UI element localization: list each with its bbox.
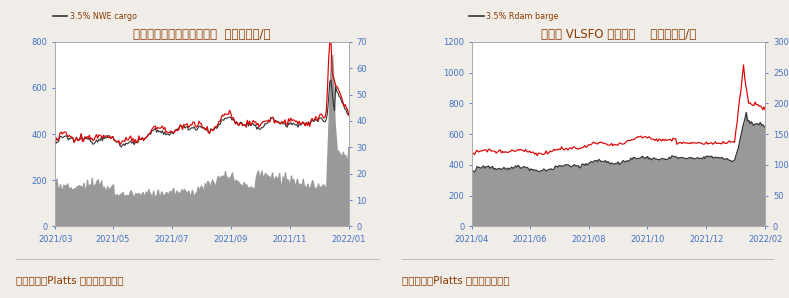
Title: 西北欧高硫燃料油现货价差  单位：美元/吨: 西北欧高硫燃料油现货价差 单位：美元/吨: [133, 27, 271, 41]
Legend: 3.5% NWE cargo: 3.5% NWE cargo: [50, 8, 140, 24]
Legend: 3.5% Rdam barge: 3.5% Rdam barge: [466, 8, 562, 24]
Text: 数据来源：Platts 华泰期货研究院: 数据来源：Platts 华泰期货研究院: [402, 275, 510, 285]
Title: 西北欧 VLSFO 现货价格    单位：美元/吨: 西北欧 VLSFO 现货价格 单位：美元/吨: [541, 27, 696, 41]
Text: 数据来源：Platts 华泰期货研究院: 数据来源：Platts 华泰期货研究院: [16, 275, 123, 285]
